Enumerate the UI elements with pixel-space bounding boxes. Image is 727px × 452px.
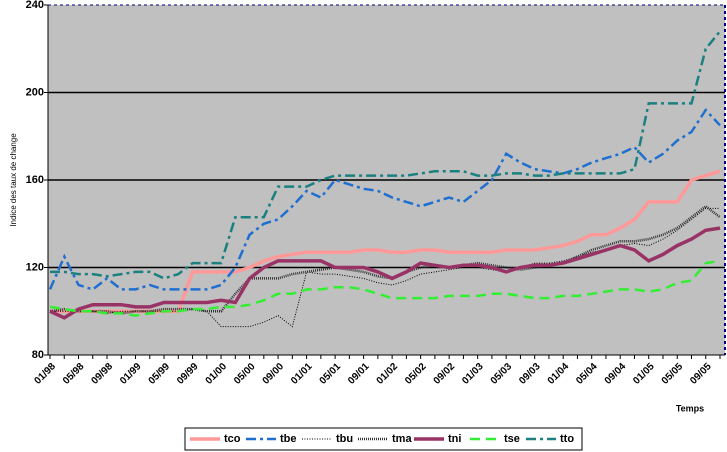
x-tick-label: 05/99 [147, 361, 173, 387]
y-tick-label: 160 [26, 174, 44, 186]
y-tick-label: 240 [26, 0, 44, 11]
x-tick-label: 05/01 [318, 361, 344, 387]
x-tick-label: 05/05 [660, 361, 686, 387]
x-tick-label: 01/05 [631, 361, 657, 387]
x-tick-label: 09/05 [688, 361, 714, 387]
y-tick-label: 80 [32, 349, 44, 361]
x-tick-label: 09/01 [346, 361, 372, 387]
legend-label: tni [448, 433, 461, 445]
x-tick-label: 01/03 [460, 361, 486, 387]
y-tick-label: 200 [26, 86, 44, 98]
legend-label: tse [504, 433, 520, 445]
x-axis-label: Temps [676, 403, 704, 413]
x-tick-label: 05/00 [232, 361, 258, 387]
x-tick-label: 01/99 [118, 361, 144, 387]
x-tick-label: 01/02 [375, 361, 401, 387]
y-axis-label: Indice des taux de change [9, 133, 18, 227]
legend-label: tbu [336, 433, 353, 445]
series-line [49, 204, 721, 315]
x-tick-label: 09/02 [432, 361, 458, 387]
series-line [49, 226, 721, 320]
series-line [49, 259, 721, 317]
series-line [48, 107, 721, 291]
legend-label: tma [392, 433, 412, 445]
x-tick-label: 05/98 [61, 361, 87, 387]
x-tick-label: 09/03 [517, 361, 543, 387]
x-tick-label: 01/01 [289, 361, 315, 387]
legend [184, 427, 583, 451]
x-tick-label: 01/04 [546, 361, 572, 387]
x-tick-label: 01/00 [204, 361, 230, 387]
legend-label: tco [224, 433, 241, 445]
series-line [50, 30, 721, 280]
x-tick-label: 05/04 [574, 361, 600, 387]
x-tick-label: 01/98 [33, 361, 59, 387]
x-tick-label: 05/02 [403, 361, 429, 387]
legend-label: tbe [280, 433, 297, 445]
legend-label: tto [560, 433, 574, 445]
x-tick-label: 05/03 [489, 361, 515, 387]
x-tick-label: 09/00 [261, 361, 287, 387]
y-tick-label: 120 [26, 261, 44, 273]
x-tick-label: 09/04 [603, 361, 629, 387]
x-tick-label: 09/99 [175, 361, 201, 387]
x-tick-label: 09/98 [90, 361, 116, 387]
